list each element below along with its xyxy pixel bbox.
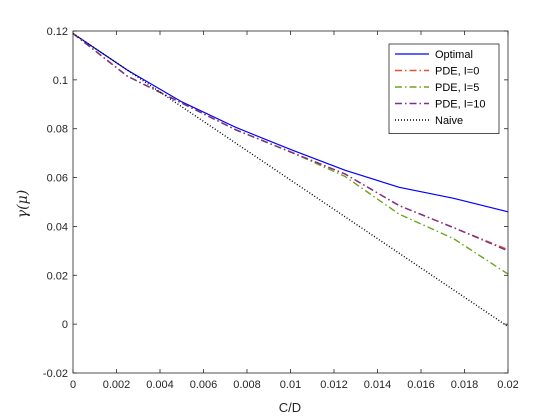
tick-layer: 0 0.002 0.004 0.006 0.008 0.01 0.012 0.014 0.016… xyxy=(43,26,519,391)
x-tick-label: 0.02 xyxy=(497,379,518,391)
x-tick-label: 0.006 xyxy=(190,379,218,391)
x-tick-label: 0.01 xyxy=(280,379,301,391)
x-axis-label: C/D xyxy=(279,400,301,415)
x-tick-label: 0 xyxy=(70,379,76,391)
series-line-optimal xyxy=(72,32,509,213)
y-axis-label: γ(μ) xyxy=(15,190,31,218)
y-tick-label: 0.02 xyxy=(47,270,68,282)
y-tick-label: 0 xyxy=(62,319,68,331)
y-tick-label: 0.06 xyxy=(47,173,68,185)
x-tick-label: 0.004 xyxy=(146,379,174,391)
legend-entry-label: PDE, I=5 xyxy=(435,82,479,94)
legend-entry-label: Naive xyxy=(435,115,463,127)
x-tick-label: 0.008 xyxy=(233,379,261,391)
legend-entry-label: Optimal xyxy=(435,49,473,61)
legend-entry-label: PDE, I=10 xyxy=(435,99,485,111)
x-tick-label: 0.002 xyxy=(103,379,131,391)
y-tick-label: -0.02 xyxy=(43,368,68,380)
x-tick-label: 0.018 xyxy=(451,379,479,391)
legend-entry-label: PDE, I=0 xyxy=(435,66,479,78)
y-tick-label: 0.12 xyxy=(47,26,68,38)
x-tick-label: 0.012 xyxy=(320,379,348,391)
x-tick-label: 0.014 xyxy=(364,379,392,391)
x-tick-label: 0.016 xyxy=(407,379,435,391)
y-tick-label: 0.08 xyxy=(47,124,68,136)
series-line-pde-i-10 xyxy=(72,32,509,252)
legend: Optimal PDE, I=0 PDE, I=5 PDE, I=10 Naive xyxy=(388,43,500,134)
y-tick-label: 0.1 xyxy=(53,75,68,87)
series-layer xyxy=(72,32,509,328)
series-line-naive xyxy=(72,32,509,328)
y-tick-label: 0.04 xyxy=(47,221,68,233)
legend-box xyxy=(388,43,500,134)
